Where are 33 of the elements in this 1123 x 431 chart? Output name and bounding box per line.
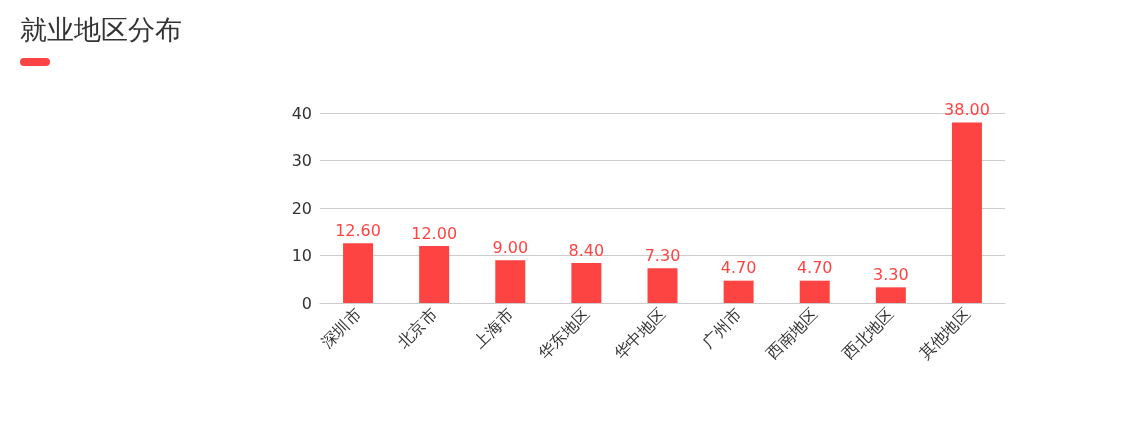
data-label: 12.00: [411, 223, 458, 243]
x-tick-label: 华东地区: [534, 304, 594, 363]
bar: [571, 263, 602, 303]
data-label: 4.70: [796, 258, 833, 278]
x-tick-label: 其他地区: [914, 304, 974, 363]
bar: [951, 122, 982, 303]
data-label: 4.70: [720, 258, 757, 278]
data-label: 9.00: [492, 237, 529, 257]
y-tick-label: 40: [291, 103, 312, 123]
x-tick-label: 西南地区: [762, 304, 822, 363]
x-tick-label: 华中地区: [610, 304, 670, 363]
bar: [419, 246, 450, 303]
bar: [799, 280, 830, 303]
data-label: 38.00: [944, 100, 990, 119]
x-tick-label: 西北地区: [838, 304, 898, 363]
x-tick-label: 上海市: [469, 304, 517, 352]
data-label: 3.30: [873, 264, 909, 284]
bar: [875, 287, 906, 303]
data-label: 12.60: [335, 220, 381, 240]
bar: [647, 268, 678, 303]
y-tick-label: 20: [291, 198, 312, 218]
bar: [723, 280, 754, 303]
y-tick-label: 30: [291, 151, 312, 170]
bar: [343, 243, 374, 303]
y-tick-label: 10: [291, 246, 312, 265]
bar: [495, 260, 526, 303]
text: 就业地区分布: [20, 13, 182, 47]
x-tick-label: 北京市: [393, 304, 441, 352]
x-tick-label: 广州市: [697, 304, 746, 352]
data-label: 7.30: [644, 245, 681, 265]
x-tick-label: 深圳市: [317, 304, 365, 352]
y-tick-label: 0: [301, 293, 312, 313]
data-label: 8.40: [568, 240, 605, 260]
